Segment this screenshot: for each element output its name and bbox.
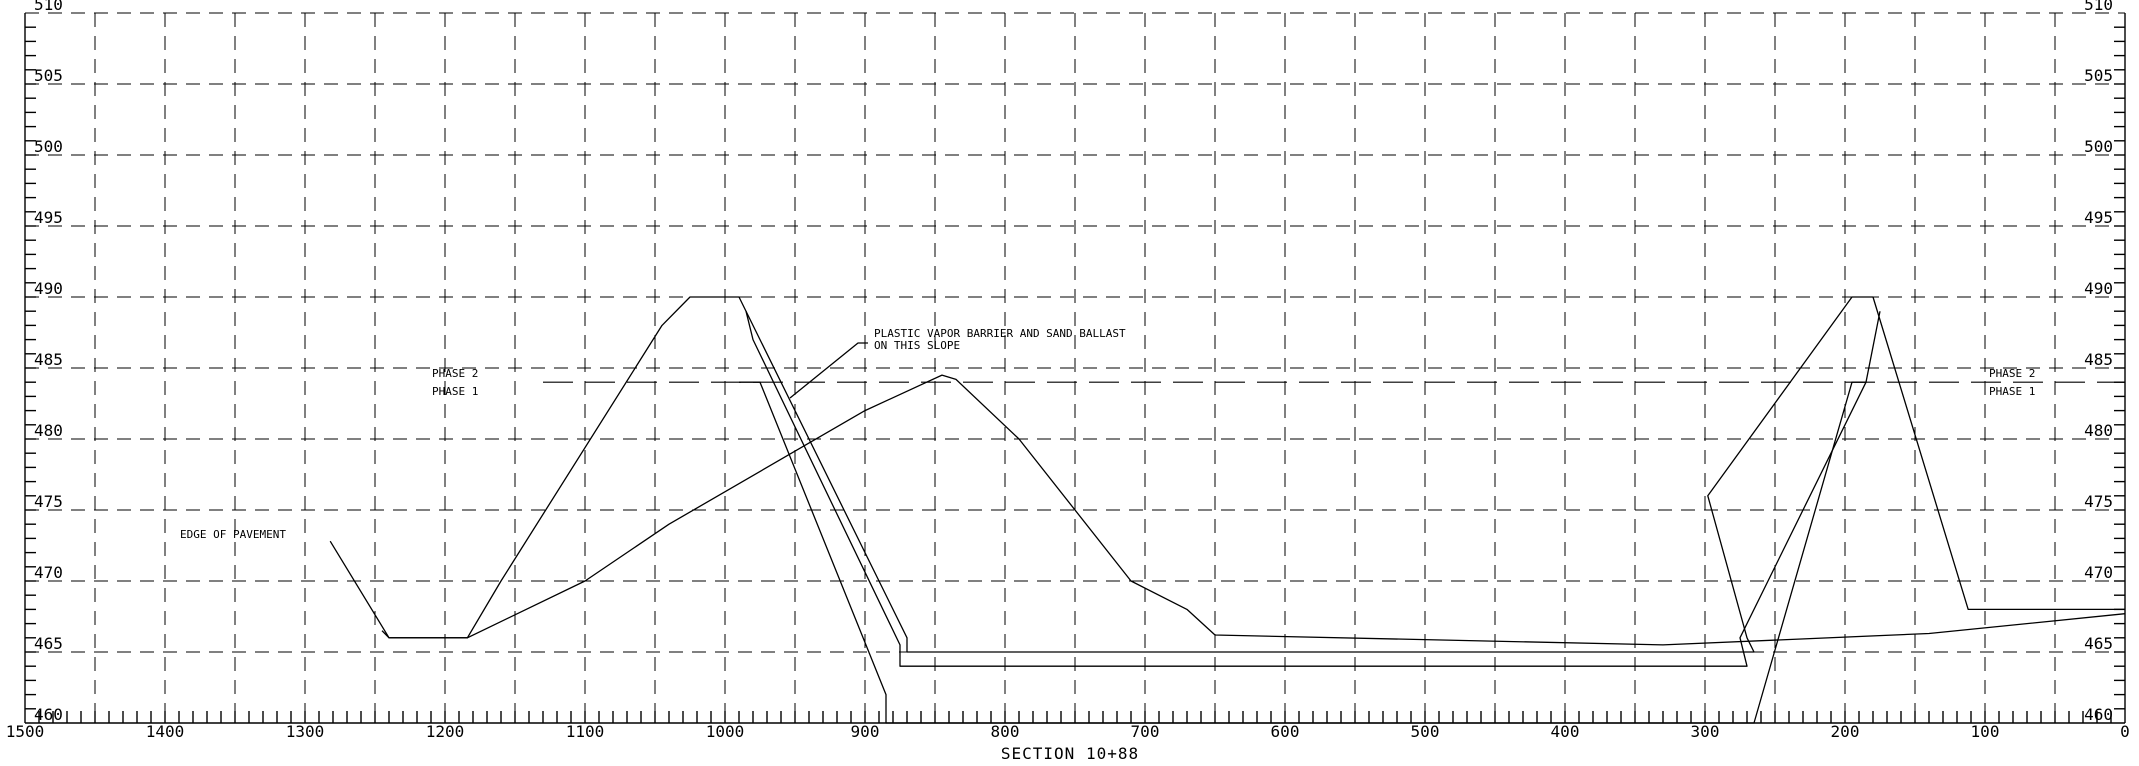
x-tick-label: 1000 [706,722,745,741]
x-tick-label: 0 [2120,722,2130,741]
ballast-profile [739,381,1866,724]
edge-of-pavement-label: EDGE OF PAVEMENT [180,528,286,541]
x-tick-label: 1300 [286,722,325,741]
y-tick-label-right: 465 [2084,634,2113,653]
y-tick-label-right: 460 [2084,705,2113,724]
barrier-note-line2: ON THIS SLOPE [874,339,960,352]
liner-profile [745,311,1881,667]
section-label: SECTION 10+88 [1001,744,1139,763]
y-tick-label-left: 505 [34,66,63,85]
y-tick-label-right: 475 [2084,492,2113,511]
barrier-note-line1: PLASTIC VAPOR BARRIER AND SAND BALLAST [874,327,1126,340]
phase1-right-label: PHASE 1 [1989,385,2035,398]
y-tick-label-right: 470 [2084,563,2113,582]
x-tick-label: 400 [1551,722,1580,741]
outer-cell-profile [381,296,2125,653]
x-tick-label: 1400 [146,722,185,741]
x-tick-label: 600 [1271,722,1300,741]
x-tick-label: 1500 [6,722,45,741]
y-tick-label-left: 500 [34,137,63,156]
y-tick-label-left: 490 [34,279,63,298]
y-tick-label-right: 505 [2084,66,2113,85]
phase1-left-label: PHASE 1 [432,385,478,398]
y-tick-label-right: 485 [2084,350,2113,369]
y-tick-label-left: 475 [34,492,63,511]
x-tick-label: 500 [1411,722,1440,741]
y-tick-label-left: 470 [34,563,63,582]
x-tick-label: 1100 [566,722,605,741]
phase2-left-label: PHASE 2 [432,367,478,380]
x-tick-label: 1200 [426,722,465,741]
x-tick-label: 100 [1971,722,2000,741]
minor-ticks [25,26,2125,723]
profiles [329,296,2126,724]
y-tick-label-right: 500 [2084,137,2113,156]
grid-lines [25,13,2125,723]
y-tick-label-right: 495 [2084,208,2113,227]
y-tick-label-right: 510 [2084,0,2113,14]
y-tick-label-left: 480 [34,421,63,440]
y-tick-label-left: 495 [34,208,63,227]
tick-labels: 1500 1400 1300 1200 1100 1000 900 800 700 600 500 4… [6,0,2130,741]
y-tick-label-right: 490 [2084,279,2113,298]
existing-ground-profile [329,374,2126,646]
y-tick-label-left: 460 [34,705,63,724]
barrier-leader-line [789,342,868,399]
y-tick-label-right: 480 [2084,421,2113,440]
phase2-right-label: PHASE 2 [1989,367,2035,380]
x-tick-label: 800 [991,722,1020,741]
y-tick-label-left: 465 [34,634,63,653]
y-tick-label-left: 510 [34,0,63,14]
y-tick-label-left: 485 [34,350,63,369]
x-tick-label: 200 [1831,722,1860,741]
x-tick-label: 900 [851,722,880,741]
x-tick-label: 300 [1691,722,1720,741]
x-tick-label: 700 [1131,722,1160,741]
